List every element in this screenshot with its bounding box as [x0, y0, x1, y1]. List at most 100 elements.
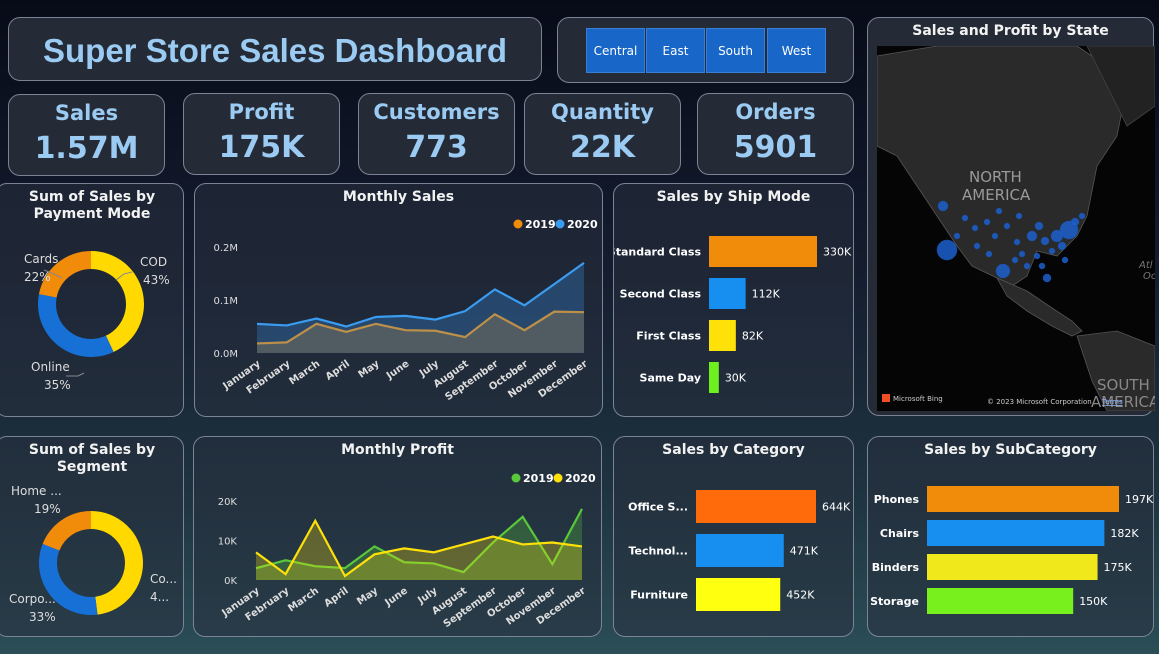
- slice-name-label: Co...: [150, 572, 177, 586]
- bar-technol: [696, 534, 784, 567]
- donut-slice-online: [37, 294, 114, 357]
- y-tick-label: 0.0M: [213, 349, 238, 360]
- state-map[interactable]: NORTH AMERICA Atl Oc SOUTH AMERICA Micro…: [877, 46, 1155, 411]
- series-line-2020: [255, 518, 583, 578]
- slicer-south-button[interactable]: South: [706, 28, 765, 73]
- bar-second-class: [709, 278, 746, 309]
- bar-value-label: 150K: [1079, 595, 1108, 608]
- map-panel: Sales and Profit by State NORTH AMERICA …: [867, 17, 1155, 416]
- kpi-quantity: Quantity 22K: [524, 93, 681, 175]
- bar-value-label: 644K: [822, 501, 851, 514]
- kpi-label: Orders: [735, 100, 816, 124]
- bar-value-label: 30K: [725, 372, 747, 385]
- map-label-south-america: AMERICA: [1091, 393, 1155, 411]
- category-chart[interactable]: Office S... 644K Technol... 471K Furniture 45…: [614, 459, 855, 637]
- kpi-customers: Customers 773: [358, 93, 515, 175]
- x-tick-label-april: April: [322, 585, 350, 609]
- slice-name-label: Corpo...: [9, 592, 56, 606]
- kpi-profit: Profit 175K: [183, 93, 340, 175]
- title-panel: Super Store Sales Dashboard: [8, 17, 542, 81]
- slicer-west-button[interactable]: West: [767, 28, 826, 73]
- monthly-sales-panel: Monthly Sales 0.0M 0.1M 0.2M January Februar…: [194, 183, 603, 417]
- bar-value-label: 452K: [786, 589, 815, 602]
- bing-label: Microsoft Bing: [893, 395, 943, 403]
- category-label-second-class: Second Class: [620, 288, 702, 301]
- segment-title-line2: Segment: [56, 459, 128, 475]
- kpi-label: Customers: [373, 100, 500, 124]
- category-label-technol: Technol...: [628, 545, 688, 558]
- legend-dot-2019: [513, 219, 523, 229]
- bubble-california: [936, 239, 958, 261]
- land-greenland: [1086, 46, 1155, 127]
- ship-mode-chart[interactable]: Standard Class 330K Second Class 112K First …: [614, 208, 855, 418]
- bar-binders: [927, 554, 1098, 580]
- state-bubbles: [936, 200, 1086, 283]
- category-label-chairs: Chairs: [880, 527, 920, 540]
- bar-standard-class: [709, 236, 817, 267]
- kpi-sales: Sales 1.57M: [8, 94, 165, 176]
- subcategory-chart[interactable]: Phones 197K Chairs 182K Binders 175K Storage 15…: [868, 459, 1155, 637]
- donut-slice-co: [91, 511, 144, 615]
- kpi-label: Sales: [54, 101, 119, 125]
- slice-name-label: Cards: [24, 252, 58, 266]
- leader-line: [66, 372, 85, 377]
- bar-value-label: 330K: [823, 246, 852, 259]
- slice-value-label: 19%: [34, 502, 61, 516]
- bar-office-s: [696, 490, 816, 523]
- monthly-profit-title: Monthly Profit: [341, 442, 454, 458]
- x-tick-label-may: May: [355, 585, 380, 607]
- ship-mode-title: Sales by Ship Mode: [656, 189, 811, 205]
- series-line-2019: [256, 310, 585, 345]
- category-label-storage: Storage: [870, 595, 919, 608]
- kpi-label: Profit: [228, 100, 295, 124]
- bing-logo-icon: [882, 394, 890, 402]
- donut-slice-home: [42, 511, 91, 551]
- map-terms-link[interactable]: Terms: [1101, 398, 1123, 406]
- series-line-2020: [256, 262, 585, 328]
- legend-label-2020: 2020: [567, 218, 598, 231]
- bar-value-label: 197K: [1125, 493, 1154, 506]
- segment-donut-chart[interactable]: Co... 4... Corpo... 33% Home ... 19%: [0, 479, 185, 639]
- bubble-texas: [995, 263, 1011, 279]
- series-area-2019: [256, 508, 582, 580]
- bubble-pennsylvania: [1050, 229, 1064, 243]
- bar-value-label: 471K: [790, 545, 819, 558]
- segment-title-line1: Sum of Sales by: [28, 442, 156, 458]
- bubble-illinois: [1026, 230, 1038, 242]
- category-label-same-day: Same Day: [640, 372, 701, 385]
- monthly-profit-panel: Monthly Profit 0K 10K 20K January February Ma…: [193, 436, 602, 637]
- map-label-atl: Atl: [1138, 260, 1153, 271]
- leader-line: [43, 269, 63, 279]
- slice-value-label: 43%: [143, 273, 170, 287]
- category-label-furniture: Furniture: [630, 589, 688, 602]
- slicer-central-button[interactable]: Central: [586, 28, 645, 73]
- legend-label-2020: 2020: [565, 472, 596, 485]
- category-label-standard-class: Standard Class: [614, 246, 701, 259]
- x-tick-label-june: June: [384, 358, 412, 382]
- region-slicer: Central East South West: [557, 17, 854, 83]
- x-tick-label-march: March: [286, 585, 321, 614]
- y-tick-label: 0.2M: [213, 243, 238, 254]
- kpi-value: 175K: [218, 130, 305, 165]
- category-label-office-s: Office S...: [628, 501, 688, 514]
- slice-name-label: Home ...: [11, 484, 62, 498]
- x-tick-label-march: March: [287, 358, 322, 387]
- donut-slice-corpo: [38, 543, 98, 615]
- payment-donut-chart[interactable]: COD 43% Online 35% Cards 22%: [0, 228, 185, 418]
- map-label-north: NORTH: [969, 168, 1022, 186]
- slice-value-label: 22%: [24, 270, 51, 284]
- donut-slice-cards: [38, 251, 91, 298]
- bar-value-label: 112K: [752, 288, 781, 301]
- slice-value-label: 33%: [29, 610, 56, 624]
- slicer-east-button[interactable]: East: [646, 28, 705, 73]
- series-area-2020: [257, 262, 584, 353]
- map-label-oc: Oc: [1143, 271, 1155, 282]
- map-title: Sales and Profit by State: [912, 23, 1109, 39]
- kpi-orders: Orders 5901: [697, 93, 854, 175]
- slice-name-label: COD: [140, 255, 167, 269]
- bar-first-class: [709, 320, 736, 351]
- payment-title-line2: Payment Mode: [33, 206, 151, 222]
- subcategory-title: Sales by SubCategory: [924, 442, 1097, 458]
